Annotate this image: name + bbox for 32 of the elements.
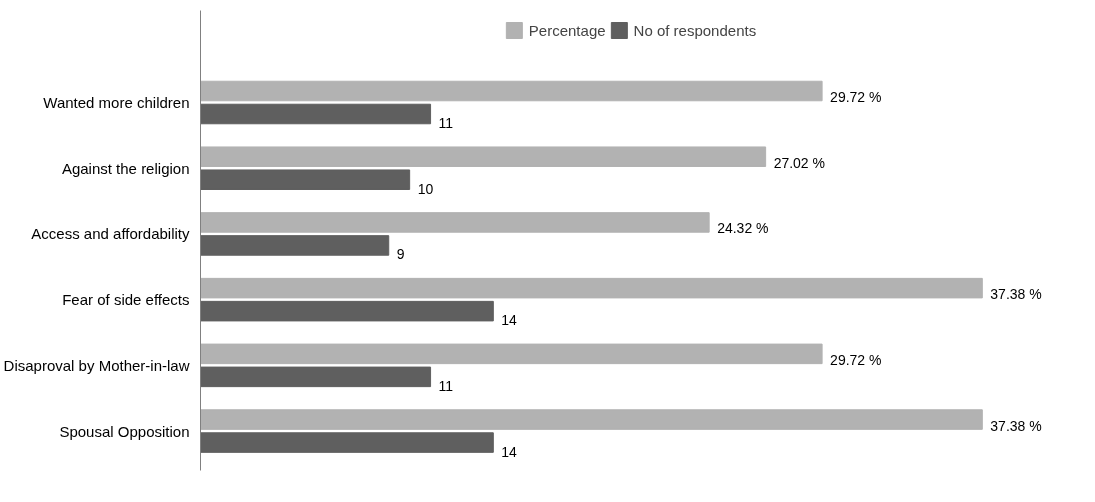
data-label: 9 (396, 246, 405, 263)
bar (200, 300, 494, 322)
data-label: 37.38 % (990, 286, 1042, 303)
data-label: 29.72 % (830, 89, 882, 105)
legend-label: No of respondents (633, 21, 757, 39)
data-label: 11 (438, 377, 454, 394)
bar (200, 432, 494, 453)
bar (200, 277, 983, 299)
bar (200, 212, 710, 233)
data-label: 14 (501, 312, 518, 329)
bar (200, 80, 823, 102)
data-label: 29.72 % (830, 351, 882, 368)
bar (200, 103, 432, 125)
data-label: 14 (501, 443, 518, 460)
y-tick-label: Spousal Opposition (59, 422, 190, 440)
bar (200, 409, 983, 430)
y-tick-label: Fear of side effects (62, 291, 190, 309)
data-label: 27.02 % (773, 154, 826, 171)
y-tick-label: Access and affordability (31, 225, 190, 243)
data-label: 37.38 % (990, 417, 1042, 434)
bar (200, 146, 767, 167)
data-label: 10 (417, 180, 434, 197)
data-label: 24.32 % (717, 220, 769, 237)
bar (200, 343, 823, 365)
legend-label: Percentage (528, 21, 606, 39)
data-label: 11 (438, 115, 454, 131)
y-tick-label: Against the religion (61, 159, 190, 177)
y-tick-label: Wanted more children (43, 94, 190, 111)
bar (200, 366, 432, 388)
y-tick-label: Disaproval by Mother-in-law (3, 356, 190, 374)
bar (200, 235, 390, 256)
bar (200, 169, 411, 190)
